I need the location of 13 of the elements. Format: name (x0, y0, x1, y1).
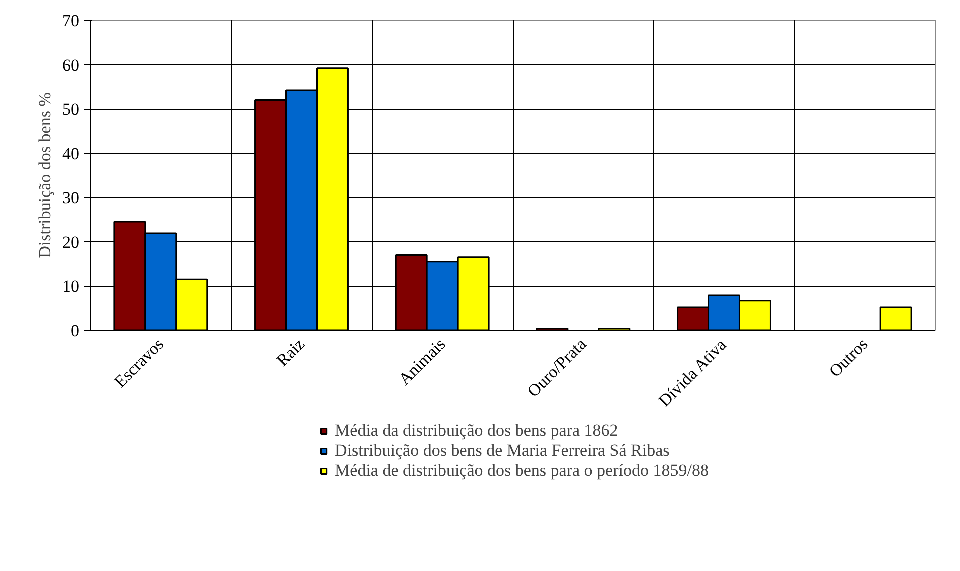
y-tick-label: 10 (62, 277, 80, 296)
y-tick-label: 70 (62, 12, 80, 30)
y-tick-label: 40 (62, 144, 80, 164)
y-axis-title: Distribuição dos bens % (36, 92, 54, 258)
legend-label: Distribuição dos bens de Maria Ferreira Sá Ribas (335, 441, 670, 461)
y-tick-label: 30 (62, 188, 80, 208)
legend-label: Média de distribuição dos bens para o período 1859/88 (335, 461, 709, 481)
y-tick-label: 60 (62, 56, 80, 75)
x-tick-label: Raiz (273, 334, 309, 370)
y-tick-label: 50 (62, 100, 80, 120)
legend-label: Média da distribuição dos bens para 1862 (335, 421, 618, 441)
y-tick-label: 20 (62, 232, 80, 252)
y-tick-label: 0 (71, 322, 80, 340)
